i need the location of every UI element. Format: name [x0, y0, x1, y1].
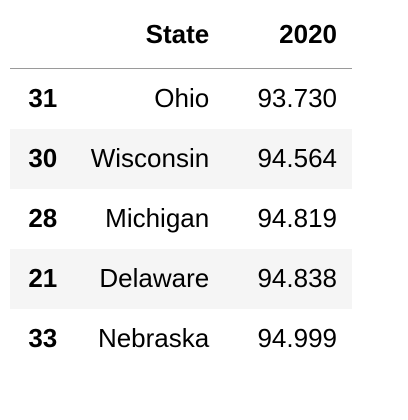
table-row: 33 Nebraska 94.999: [10, 309, 352, 369]
row-index: 21: [28, 263, 58, 293]
state-cell: Nebraska: [97, 323, 210, 353]
table-row: 30 Wisconsin 94.564: [10, 128, 352, 189]
table-row: 31 Ohio 93.730: [10, 69, 352, 129]
year-column-header: 2020: [279, 18, 337, 49]
header-row: State 2020: [10, 0, 352, 69]
state-column-header: State: [145, 18, 210, 49]
dataframe-table: State 2020 31 Ohio 93.730 30 Wisconsin 9…: [10, 0, 352, 369]
value-cell: 94.564: [257, 143, 337, 173]
state-cell: Wisconsin: [90, 143, 210, 173]
value-cell: 94.999: [257, 323, 337, 353]
table-row: 28 Michigan 94.819: [10, 189, 352, 249]
row-index: 33: [28, 323, 58, 353]
value-cell: 94.819: [257, 203, 337, 233]
row-index: 31: [28, 83, 58, 114]
index-header: [10, 0, 57, 69]
value-cell: 94.838: [257, 263, 337, 293]
value-cell: 93.730: [257, 83, 337, 114]
row-index: 30: [28, 143, 58, 173]
table-row: 21 Delaware 94.838: [10, 248, 352, 309]
table-body: 31 Ohio 93.730 30 Wisconsin 94.564 28 Mi…: [10, 69, 352, 369]
state-cell: Ohio: [154, 83, 210, 114]
table-header: State 2020: [10, 0, 352, 69]
state-cell: Delaware: [99, 263, 210, 293]
state-cell: Michigan: [105, 203, 210, 233]
row-index: 28: [28, 203, 58, 233]
